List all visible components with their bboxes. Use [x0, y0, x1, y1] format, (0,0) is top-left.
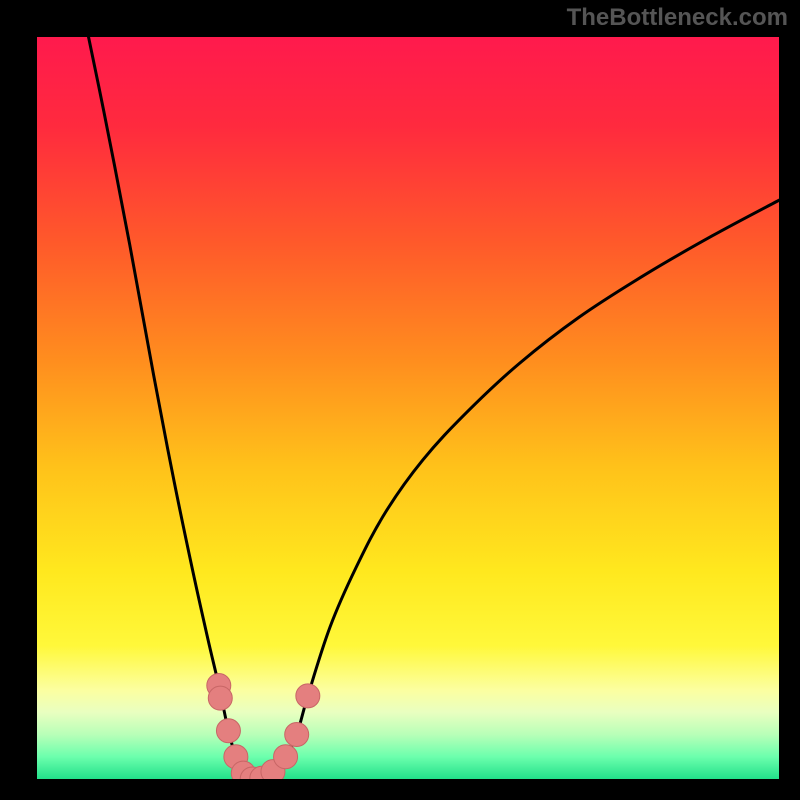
plot-area	[37, 37, 779, 779]
data-marker	[296, 684, 320, 708]
watermark-text: TheBottleneck.com	[567, 4, 788, 32]
chart-container: TheBottleneck.com	[0, 0, 800, 800]
gradient-background	[37, 37, 779, 779]
plot-svg	[37, 37, 779, 779]
data-marker	[216, 719, 240, 743]
data-marker	[208, 686, 232, 710]
data-marker	[285, 722, 309, 746]
data-marker	[274, 745, 298, 769]
